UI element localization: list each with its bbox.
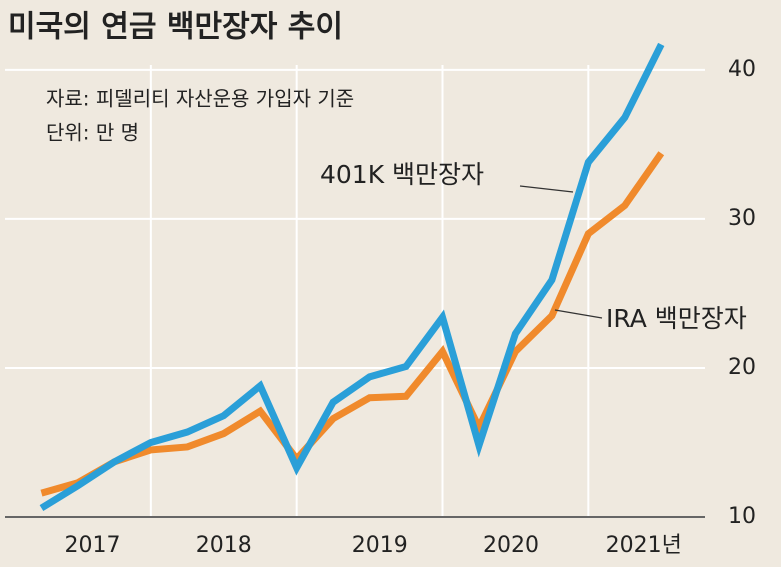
x-tick-label: 2020 (483, 533, 539, 558)
series-line (39, 42, 665, 512)
x-tick-label: 2019 (352, 533, 408, 558)
leader-line (519, 185, 574, 193)
x-tick-label: 2021년 (606, 533, 682, 558)
source-note: 자료: 피델리티 자산운용 가입자 기준 (46, 87, 354, 111)
unit-note: 단위: 만 명 (46, 121, 139, 145)
chart-title: 미국의 연금 백만장자 추이 (8, 10, 343, 45)
y-tick-label: 20 (728, 355, 756, 380)
series-label: IRA 백만장자 (606, 304, 747, 333)
y-tick-label: 10 (728, 504, 756, 529)
x-tick-label: 2018 (196, 533, 252, 558)
leader-line (554, 309, 603, 319)
x-tick-label: 2017 (65, 533, 121, 558)
series-line (40, 151, 665, 497)
y-tick-label: 40 (728, 57, 756, 82)
series-label: 401K 백만장자 (320, 160, 484, 189)
y-tick-label: 30 (728, 206, 756, 231)
